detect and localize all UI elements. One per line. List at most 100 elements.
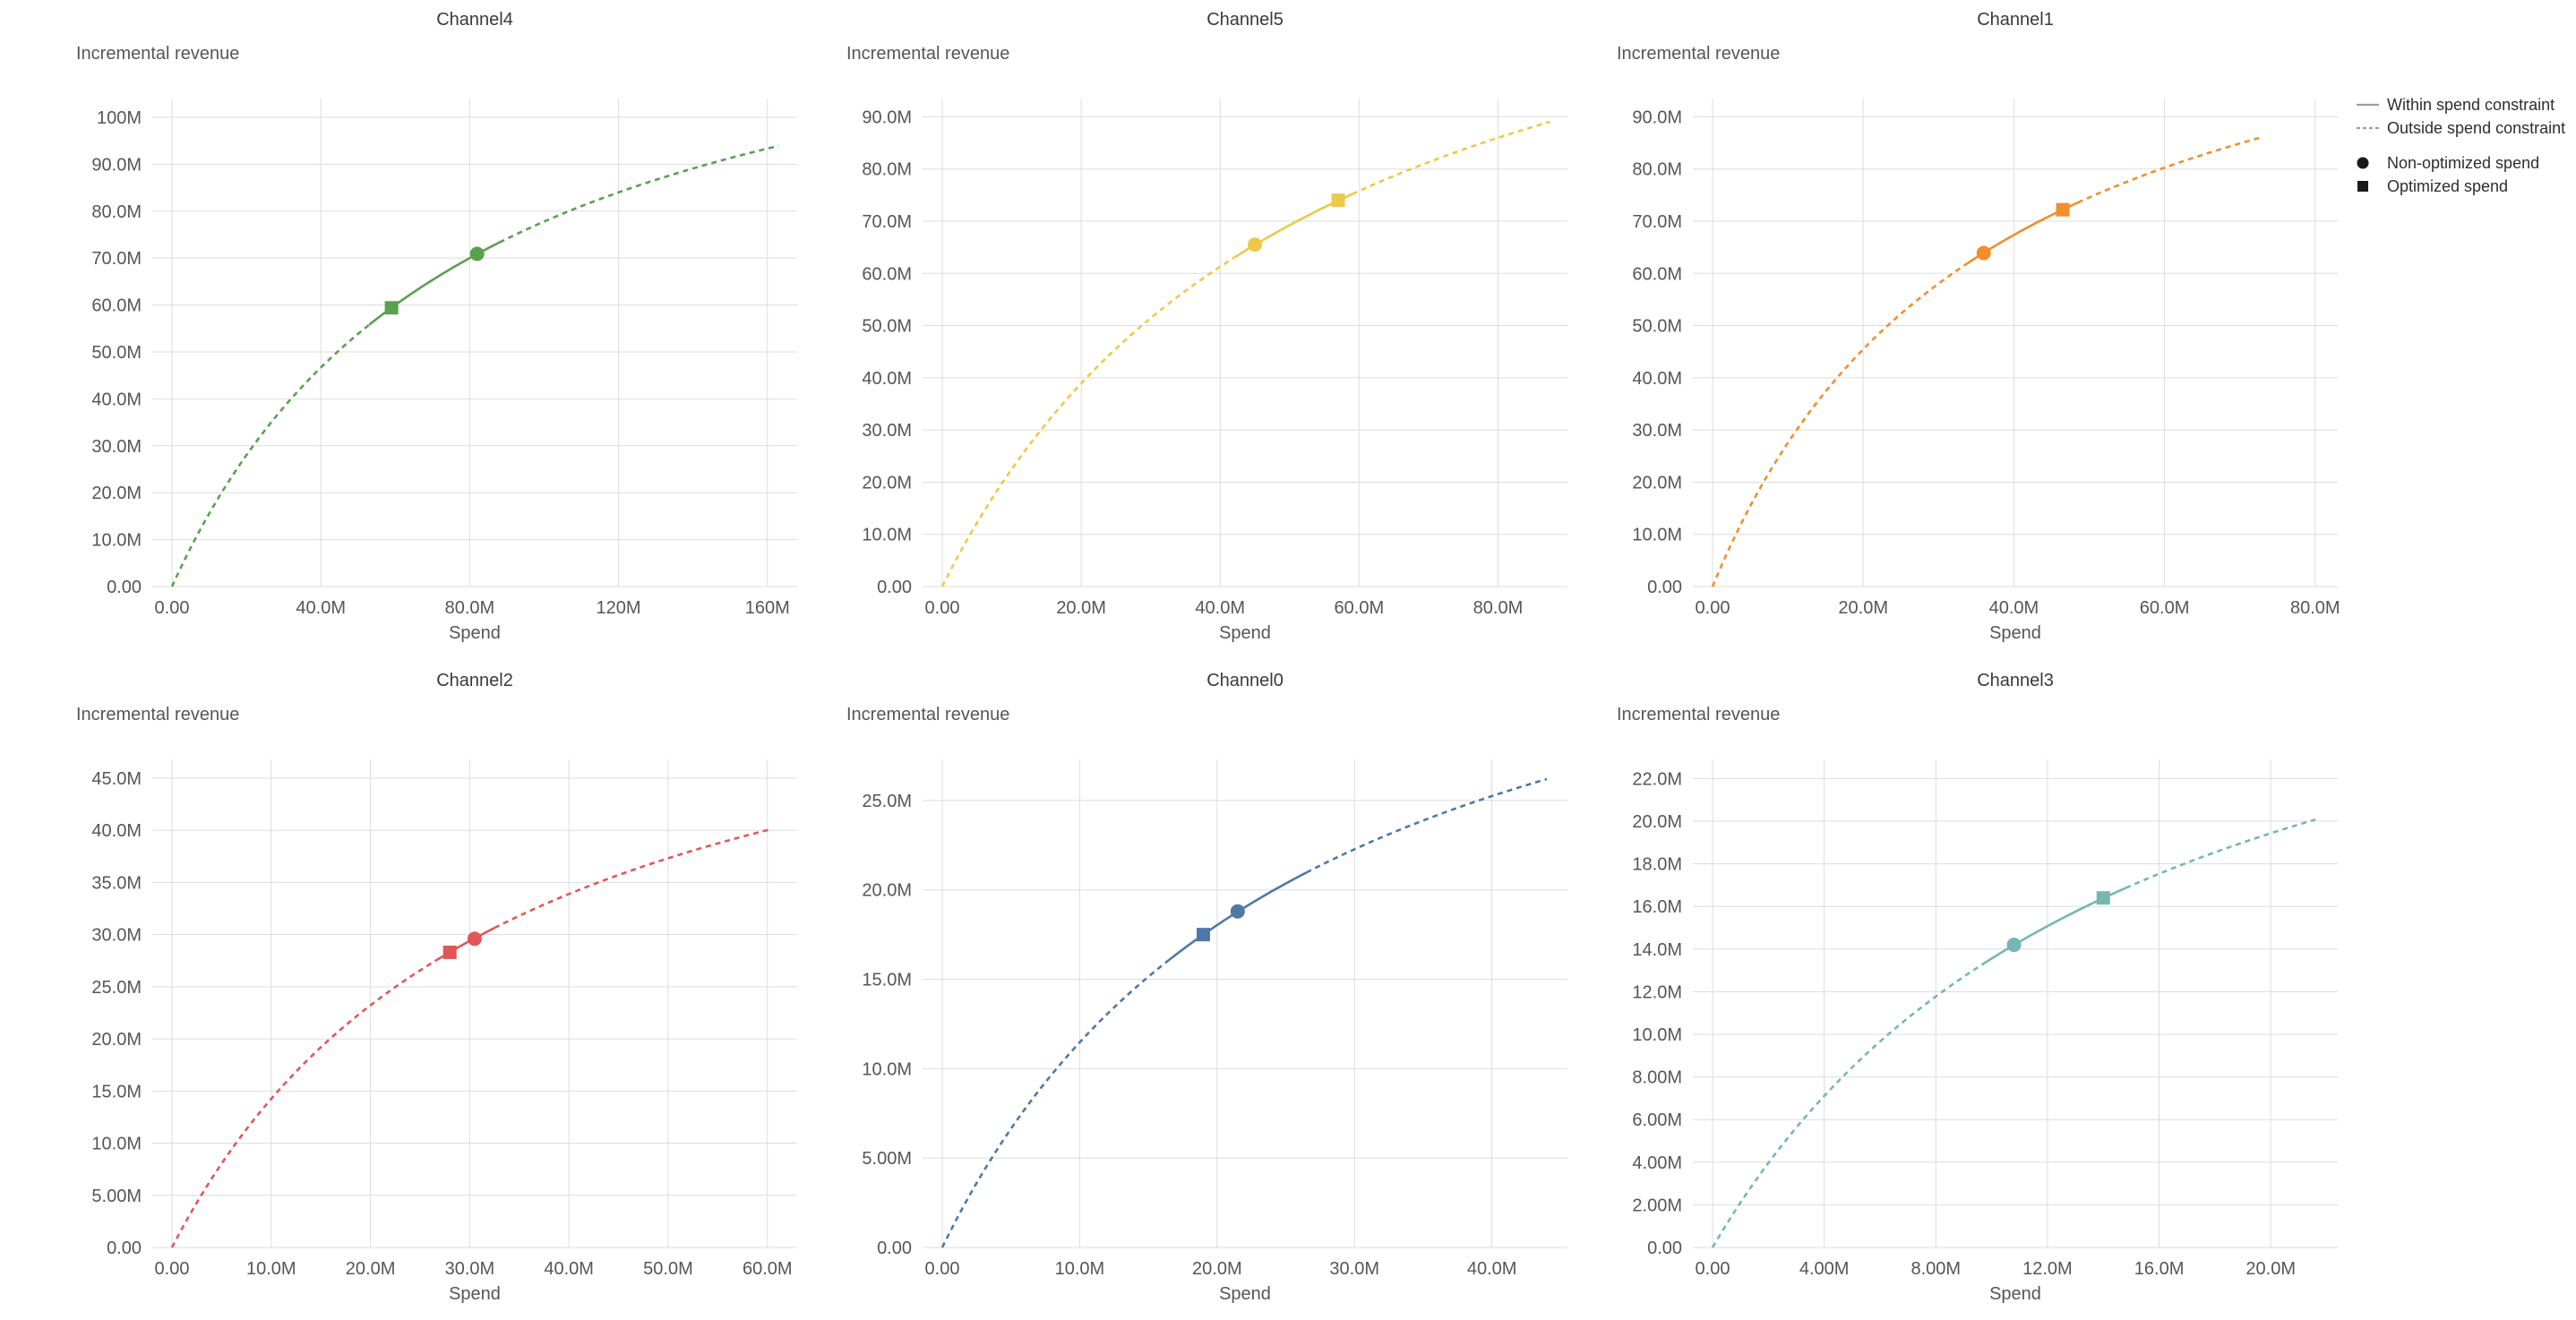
x-tick-label: 10.0M bbox=[246, 1259, 296, 1279]
y-tick-label: 10.0M bbox=[862, 1059, 912, 1079]
y-tick-label: 60.0M bbox=[862, 264, 912, 284]
chart-svg-channel1: 0.00 20.0M 40.0M 60.0M 80.0M 0.00 10.0M 20.0M 30… bbox=[1617, 10, 2340, 643]
y-tick-label: 90.0M bbox=[91, 155, 142, 175]
x-tick-label: 40.0M bbox=[1195, 598, 1245, 618]
y-axis-title: Incremental revenue bbox=[76, 705, 239, 724]
circle-marker-icon bbox=[2355, 156, 2387, 170]
y-tick-label: 100M bbox=[97, 108, 142, 128]
legend-item-optimized: Optimized spend bbox=[2355, 175, 2576, 198]
x-tick-label: 0.00 bbox=[925, 1259, 960, 1279]
chart-title: Channel0 bbox=[1206, 671, 1284, 690]
x-tick-label: 40.0M bbox=[544, 1259, 594, 1279]
y-tick-label: 30.0M bbox=[862, 421, 912, 441]
y-tick-label: 90.0M bbox=[1632, 107, 1682, 127]
y-tick-label: 14.0M bbox=[1632, 940, 1682, 960]
x-tick-label: 20.0M bbox=[346, 1259, 396, 1279]
y-tick-label: 40.0M bbox=[1632, 369, 1682, 389]
legend: Within spend constraint Outside spend co… bbox=[2351, 0, 2576, 198]
x-tick-label: 80.0M bbox=[2290, 598, 2340, 618]
y-tick-label: 10.0M bbox=[91, 531, 142, 551]
y-tick-label: 80.0M bbox=[91, 202, 142, 222]
x-axis-title: Spend bbox=[1219, 623, 1271, 643]
curve-dashed-lower bbox=[940, 958, 1170, 1248]
chart-channel0: 0.00 10.0M 20.0M 30.0M 40.0M 0.00 5.00M 10.0M 15… bbox=[811, 661, 1581, 1315]
legend-item-label: Optimized spend bbox=[2387, 176, 2509, 195]
chart-title: Channel5 bbox=[1206, 10, 1284, 30]
legend-item-label: Within spend constraint bbox=[2387, 95, 2555, 114]
curve-dashed-lower bbox=[940, 256, 1235, 587]
chart-svg-channel0: 0.00 10.0M 20.0M 30.0M 40.0M 0.00 5.00M 10.0M 15… bbox=[846, 671, 1567, 1304]
y-axis-title: Incremental revenue bbox=[1617, 705, 1780, 724]
y-tick-label: 0.00 bbox=[1647, 578, 1682, 597]
x-tick-label: 0.00 bbox=[925, 598, 960, 618]
optimized-spend-marker bbox=[2056, 202, 2070, 217]
curve-dashed-upper bbox=[499, 144, 779, 244]
x-axis-title: Spend bbox=[449, 623, 501, 643]
gridlines bbox=[152, 759, 797, 1248]
x-tick-label: 8.00M bbox=[1911, 1259, 1961, 1279]
gridlines bbox=[923, 759, 1567, 1248]
x-axis-title: Spend bbox=[449, 1284, 501, 1304]
curve-dashed-lower bbox=[170, 323, 371, 587]
y-tick-label: 0.00 bbox=[107, 578, 142, 597]
y-tick-label: 10.0M bbox=[1632, 1025, 1682, 1045]
curve-dashed-lower bbox=[1711, 961, 1988, 1248]
y-tick-label: 20.0M bbox=[862, 473, 912, 493]
y-tick-label: 10.0M bbox=[1632, 526, 1682, 545]
chart-title: Channel4 bbox=[436, 10, 513, 30]
y-tick-label: 30.0M bbox=[1632, 421, 1682, 441]
y-tick-label: 60.0M bbox=[1632, 264, 1682, 284]
curve-dashed-upper bbox=[1352, 120, 1550, 195]
chart-channel5: 0.00 20.0M 40.0M 60.0M 80.0M 0.00 10.0M 20.0M 30… bbox=[811, 0, 1581, 654]
y-tick-label: 70.0M bbox=[862, 212, 912, 232]
non-optimized-spend-marker bbox=[1976, 245, 1991, 261]
optimized-spend-marker bbox=[442, 945, 457, 959]
y-tick-label: 35.0M bbox=[91, 873, 142, 893]
non-optimized-spend-marker bbox=[2006, 938, 2022, 953]
y-tick-label: 2.00M bbox=[1632, 1196, 1682, 1215]
optimized-spend-marker bbox=[1331, 193, 1345, 208]
curve-dashed-lower bbox=[170, 960, 436, 1248]
gridlines bbox=[923, 99, 1567, 587]
x-tick-label: 20.0M bbox=[1838, 598, 1888, 618]
optimized-spend-marker bbox=[2096, 891, 2110, 905]
chart-channel3: 0.00 4.00M 8.00M 12.0M 16.0M 20.0M 0.00 2.00M 4.… bbox=[1581, 661, 2351, 1315]
chart-title: Channel3 bbox=[1977, 671, 2054, 690]
legend-item-non-optimized: Non-optimized spend bbox=[2355, 151, 2576, 175]
y-axis-title: Incremental revenue bbox=[846, 705, 1009, 724]
x-tick-label: 120M bbox=[597, 598, 641, 618]
x-tick-label: 0.00 bbox=[155, 1259, 190, 1279]
y-tick-label: 10.0M bbox=[91, 1135, 142, 1154]
x-axis-title: Spend bbox=[1989, 1284, 2041, 1304]
non-optimized-spend-marker bbox=[1248, 237, 1262, 253]
y-tick-label: 60.0M bbox=[91, 296, 142, 316]
y-tick-label: 25.0M bbox=[862, 792, 912, 811]
y-tick-label: 50.0M bbox=[91, 343, 142, 363]
x-tick-label: 0.00 bbox=[155, 598, 190, 618]
gridlines bbox=[152, 99, 797, 587]
y-tick-label: 20.0M bbox=[862, 881, 912, 901]
x-tick-label: 40.0M bbox=[1467, 1259, 1517, 1279]
optimized-spend-marker bbox=[1196, 928, 1210, 942]
chart-channel2: 0.00 10.0M 20.0M 30.0M 40.0M 50.0M 60.0M 0.00 5.… bbox=[40, 661, 811, 1315]
chart-svg-channel2: 0.00 10.0M 20.0M 30.0M 40.0M 50.0M 60.0M 0.00 5.… bbox=[76, 671, 797, 1304]
curve-dashed-upper bbox=[494, 827, 773, 930]
y-tick-label: 40.0M bbox=[91, 390, 142, 409]
y-tick-label: 50.0M bbox=[1632, 317, 1682, 337]
x-tick-label: 20.0M bbox=[2245, 1259, 2296, 1279]
x-tick-label: 20.0M bbox=[1192, 1259, 1242, 1279]
charts-row-1: 0.00 40.0M 80.0M 120M 160M 0.00 10.0M 20.0M 30.0… bbox=[0, 0, 2576, 654]
y-tick-label: 22.0M bbox=[1632, 769, 1682, 789]
y-axis-title: Incremental revenue bbox=[76, 44, 239, 64]
non-optimized-spend-marker bbox=[469, 246, 485, 261]
chart-svg-channel3: 0.00 4.00M 8.00M 12.0M 16.0M 20.0M 0.00 2.00M 4.… bbox=[1617, 671, 2338, 1304]
legend-item-label: Outside spend constraint bbox=[2387, 118, 2566, 137]
y-tick-label: 0.00 bbox=[1647, 1239, 1682, 1258]
curve-dashed-upper bbox=[2077, 135, 2263, 204]
y-tick-label: 10.0M bbox=[862, 526, 912, 545]
y-tick-label: 80.0M bbox=[862, 160, 912, 180]
dashed-line-icon bbox=[2355, 123, 2387, 133]
curve-dashed-upper bbox=[2125, 818, 2316, 889]
gridlines bbox=[1693, 759, 2338, 1248]
